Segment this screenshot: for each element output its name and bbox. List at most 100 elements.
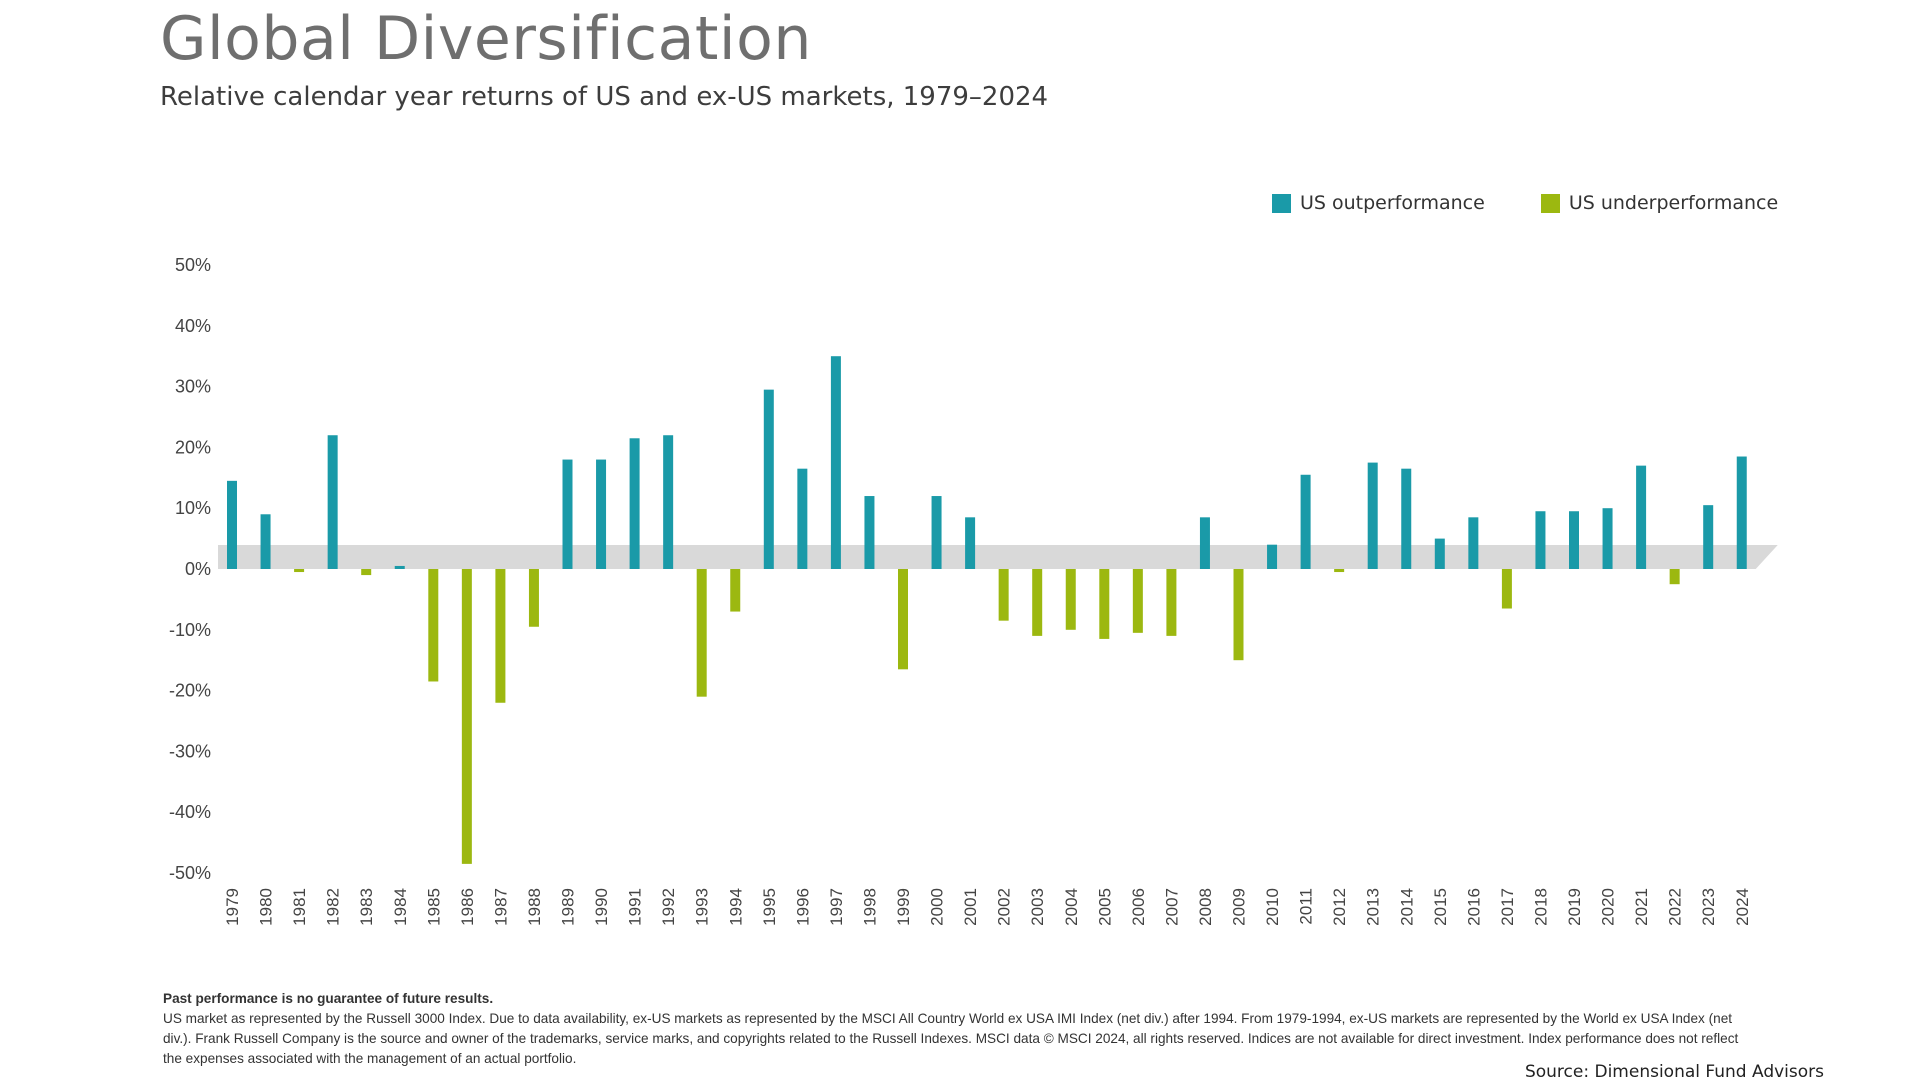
- x-tick-label: 1999: [894, 888, 913, 926]
- x-tick-label: 2000: [928, 888, 947, 926]
- chart-legend: US outperformance US underperformance: [1272, 192, 1778, 214]
- bar-1985: [428, 569, 439, 682]
- x-tick-label: 2021: [1632, 888, 1651, 926]
- bar-2018: [1535, 511, 1546, 569]
- x-tick-label: 2005: [1095, 888, 1114, 926]
- x-tick-label: 1982: [324, 888, 343, 926]
- y-tick-label: 40%: [175, 316, 211, 336]
- bar-1998: [864, 496, 875, 569]
- x-tick-label: 2004: [1062, 888, 1081, 926]
- x-tick-label: 1984: [391, 888, 410, 926]
- y-tick-label: -40%: [169, 802, 211, 822]
- x-tick-label: 1988: [525, 888, 544, 926]
- bar-2003: [1032, 569, 1043, 636]
- x-tick-label: 2016: [1464, 888, 1483, 926]
- x-tick-label: 1997: [827, 888, 846, 926]
- y-axis: 50% 40% 30% 20% 10% 0% -10% -20% -30% -40% -50%: [169, 255, 211, 883]
- bar-2007: [1166, 569, 1177, 636]
- x-tick-label: 1995: [760, 888, 779, 926]
- bar-1982: [327, 435, 338, 569]
- disclaimer-heading: Past performance is no guarantee of futu…: [163, 991, 494, 1006]
- x-tick-label: 2024: [1733, 888, 1752, 926]
- bar-1989: [562, 459, 573, 569]
- x-tick-label: 2015: [1431, 888, 1450, 926]
- bar-1991: [629, 438, 640, 569]
- source-note: Source: Dimensional Fund Advisors: [1524, 1062, 1824, 1082]
- x-tick-label: 1985: [424, 888, 443, 926]
- x-tick-label: 2010: [1263, 888, 1282, 926]
- bar-1986: [461, 569, 472, 864]
- bar-2023: [1703, 505, 1714, 569]
- bar-1988: [528, 569, 539, 627]
- y-tick-label: -20%: [169, 681, 211, 701]
- bar-1979: [227, 480, 237, 569]
- x-tick-label: 2014: [1397, 888, 1416, 926]
- bar-1987: [495, 569, 506, 703]
- zero-band: [218, 545, 1778, 569]
- x-tick-label: 1989: [559, 888, 578, 926]
- chart-title: Global Diversification: [160, 4, 812, 74]
- x-tick-label: 2019: [1565, 888, 1584, 926]
- x-tick-label: 1980: [257, 888, 276, 926]
- bar-2008: [1199, 517, 1210, 569]
- y-tick-label: -50%: [169, 863, 211, 883]
- zero-band-shape: [218, 545, 1778, 569]
- legend-item-outperformance: US outperformance: [1272, 192, 1485, 214]
- x-tick-label: 2001: [961, 888, 980, 926]
- x-tick-label: 1983: [357, 888, 376, 926]
- bar-1983: [361, 569, 372, 576]
- x-tick-label: 1979: [223, 888, 242, 926]
- bar-1996: [797, 468, 808, 569]
- bar-1992: [663, 435, 674, 569]
- bar-1995: [763, 389, 774, 569]
- bar-2021: [1636, 465, 1647, 569]
- x-tick-label: 2011: [1297, 888, 1316, 925]
- x-tick-label: 2008: [1196, 888, 1215, 926]
- x-tick-label: 2012: [1330, 888, 1349, 926]
- bar-1980: [260, 514, 271, 569]
- bar-2015: [1434, 538, 1445, 569]
- bar-2004: [1065, 569, 1076, 630]
- bar-2024: [1736, 456, 1747, 569]
- y-tick-label: -10%: [169, 620, 211, 640]
- x-tick-label: 1986: [458, 888, 477, 926]
- x-tick-label: 2007: [1162, 888, 1181, 926]
- x-tick-label: 1981: [290, 888, 309, 926]
- chart-subtitle: Relative calendar year returns of US and…: [160, 82, 1049, 112]
- x-tick-label: 2003: [1028, 888, 1047, 926]
- x-tick-label: 1992: [659, 888, 678, 926]
- bar-2006: [1132, 569, 1143, 633]
- y-tick-label: 30%: [175, 377, 211, 397]
- x-tick-label: 1996: [793, 888, 812, 926]
- bar-2017: [1501, 569, 1512, 609]
- bar-1997: [830, 356, 841, 569]
- y-tick-label: 20%: [175, 437, 211, 457]
- legend-swatch-outperformance: [1272, 193, 1291, 213]
- bars: [227, 356, 1747, 864]
- bar-1994: [730, 569, 741, 612]
- x-tick-label: 1991: [626, 888, 645, 926]
- legend-label-underperformance: US underperformance: [1568, 192, 1779, 214]
- x-tick-label: 2020: [1599, 888, 1618, 926]
- bar-2005: [1099, 569, 1110, 639]
- x-tick-label: 1990: [592, 888, 611, 926]
- disclaimer: Past performance is no guarantee of futu…: [163, 989, 1753, 1069]
- legend-swatch-underperformance: [1540, 193, 1560, 213]
- bar-1993: [696, 569, 707, 697]
- bar-2013: [1367, 462, 1378, 569]
- y-tick-label: 0%: [185, 559, 211, 579]
- disclaimer-text: US market as represented by the Russell …: [163, 1011, 1739, 1066]
- x-tick-label: 2022: [1666, 888, 1685, 926]
- bar-2022: [1669, 569, 1680, 585]
- legend-item-underperformance: US underperformance: [1540, 192, 1779, 214]
- bar-2009: [1233, 569, 1244, 661]
- x-tick-label: 1994: [726, 888, 745, 926]
- bar-2016: [1468, 517, 1479, 569]
- bar-1999: [898, 569, 908, 670]
- x-tick-label: 2006: [1129, 888, 1148, 926]
- legend-label-outperformance: US outperformance: [1300, 192, 1485, 214]
- bar-2012: [1334, 569, 1345, 573]
- x-tick-label: 1993: [693, 888, 712, 926]
- y-tick-label: -30%: [169, 741, 211, 761]
- bar-2000: [931, 496, 942, 569]
